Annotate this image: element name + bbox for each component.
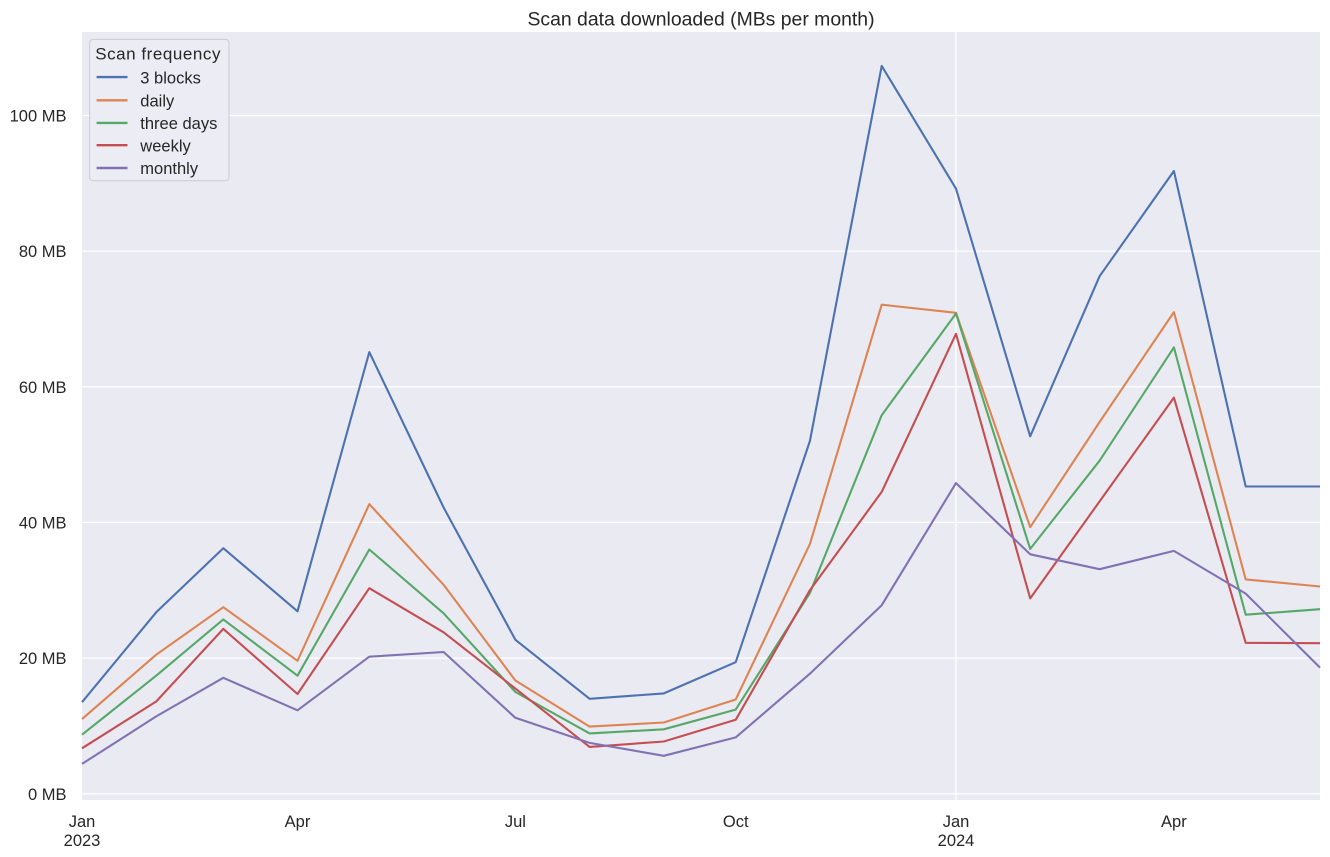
svg-text:weekly: weekly [139,137,191,155]
svg-text:40 MB: 40 MB [19,514,67,532]
svg-text:three days: three days [140,115,217,133]
svg-text:100 MB: 100 MB [10,108,67,126]
svg-text:daily: daily [140,93,175,111]
svg-text:Scan data downloaded (MBs per: Scan data downloaded (MBs per month) [527,8,874,30]
svg-text:3 blocks: 3 blocks [140,69,201,87]
svg-text:Jan: Jan [943,813,970,831]
svg-text:2024: 2024 [938,832,975,850]
svg-text:2023: 2023 [64,832,101,850]
svg-text:Oct: Oct [723,813,749,831]
svg-text:20 MB: 20 MB [19,650,67,668]
svg-text:80 MB: 80 MB [19,243,67,261]
svg-text:Scan frequency: Scan frequency [95,44,221,63]
svg-text:Jul: Jul [505,813,526,831]
svg-text:60 MB: 60 MB [19,379,67,397]
svg-text:Jan: Jan [69,813,96,831]
svg-text:0 MB: 0 MB [28,786,67,804]
svg-text:Apr: Apr [1161,813,1187,831]
svg-text:Apr: Apr [285,813,311,831]
svg-text:monthly: monthly [140,160,199,178]
